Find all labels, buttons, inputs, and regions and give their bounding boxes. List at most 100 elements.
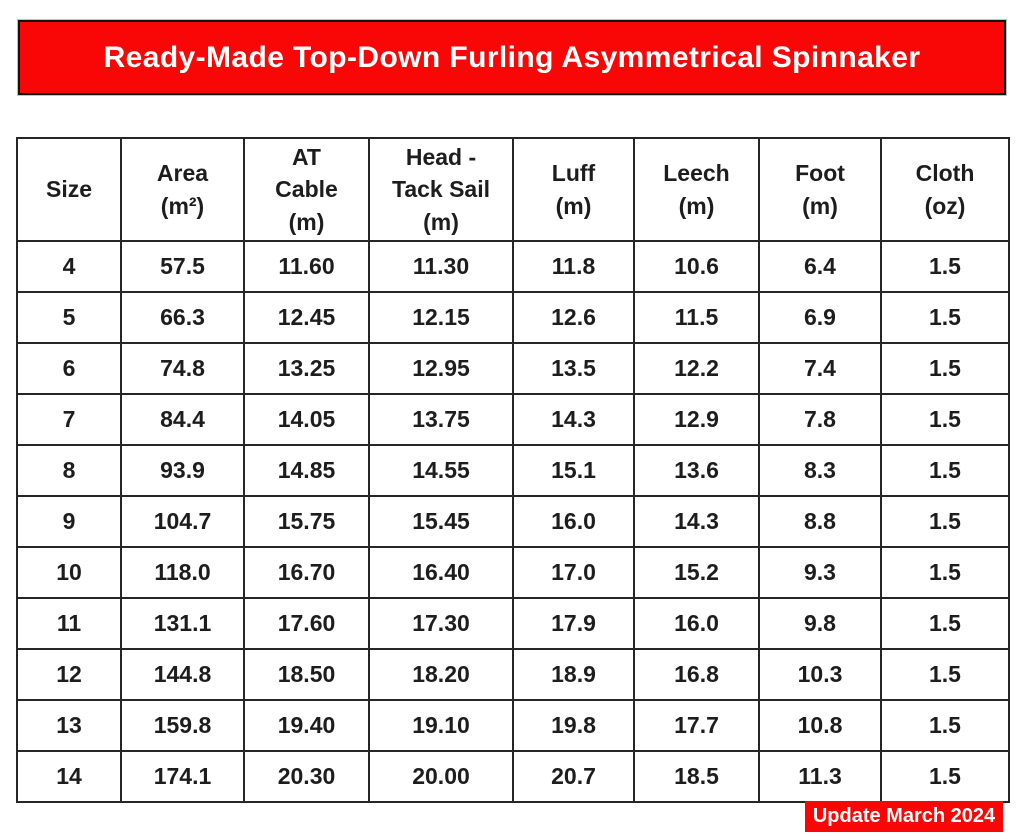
table-cell: 1.5	[880, 750, 1010, 803]
table-cell: 1.5	[880, 291, 1010, 344]
table-cell: 14	[16, 750, 122, 803]
table-cell: 1.5	[880, 240, 1010, 293]
table-cell: 13.25	[243, 342, 370, 395]
table-cell: 12.2	[633, 342, 760, 395]
table-cell: 11.60	[243, 240, 370, 293]
title-banner: Ready-Made Top-Down Furling Asymmetrical…	[18, 20, 1006, 95]
table-cell: 1.5	[880, 342, 1010, 395]
table-cell: 11.5	[633, 291, 760, 344]
table-cell: 17.30	[368, 597, 514, 650]
table-cell: 19.40	[243, 699, 370, 752]
table-cell: 20.7	[512, 750, 635, 803]
table-cell: 57.5	[120, 240, 245, 293]
table-cell: 19.8	[512, 699, 635, 752]
table-cell: 15.1	[512, 444, 635, 497]
col-header-luff: Luff (m)	[512, 137, 635, 242]
col-header-leech: Leech (m)	[633, 137, 760, 242]
table-cell: 1.5	[880, 495, 1010, 548]
table-cell: 13.5	[512, 342, 635, 395]
table-row: 12 144.8 18.50 18.20 18.9 16.8 10.3 1.5	[16, 648, 1010, 701]
table-cell: 84.4	[120, 393, 245, 446]
table-cell: 144.8	[120, 648, 245, 701]
table-cell: 93.9	[120, 444, 245, 497]
table-cell: 6.4	[758, 240, 882, 293]
table-row: 14 174.1 20.30 20.00 20.7 18.5 11.3 1.5	[16, 750, 1010, 803]
update-badge-label: Update March 2024	[812, 805, 996, 827]
table-cell: 74.8	[120, 342, 245, 395]
table-cell: 10.8	[758, 699, 882, 752]
table-cell: 13.6	[633, 444, 760, 497]
table-cell: 1.5	[880, 699, 1010, 752]
table-cell: 1.5	[880, 546, 1010, 599]
table-cell: 18.9	[512, 648, 635, 701]
table-cell: 8.8	[758, 495, 882, 548]
table-cell: 1.5	[880, 393, 1010, 446]
table-cell: 174.1	[120, 750, 245, 803]
table-cell: 1.5	[880, 648, 1010, 701]
table-cell: 18.50	[243, 648, 370, 701]
table-row: 4 57.5 11.60 11.30 11.8 10.6 6.4 1.5	[16, 240, 1010, 293]
table-cell: 6.9	[758, 291, 882, 344]
table-cell: 17.0	[512, 546, 635, 599]
col-header-head-tack: Head - Tack Sail (m)	[368, 137, 514, 242]
table-cell: 11	[16, 597, 122, 650]
table-cell: 12.15	[368, 291, 514, 344]
table-cell: 8	[16, 444, 122, 497]
table-cell: 10.6	[633, 240, 760, 293]
col-header-foot: Foot (m)	[758, 137, 882, 242]
table-cell: 9	[16, 495, 122, 548]
table-cell: 118.0	[120, 546, 245, 599]
table-cell: 14.3	[633, 495, 760, 548]
table-cell: 4	[16, 240, 122, 293]
table-row: 6 74.8 13.25 12.95 13.5 12.2 7.4 1.5	[16, 342, 1010, 395]
table-cell: 16.0	[512, 495, 635, 548]
table-row: 8 93.9 14.85 14.55 15.1 13.6 8.3 1.5	[16, 444, 1010, 497]
table-cell: 17.7	[633, 699, 760, 752]
table-cell: 66.3	[120, 291, 245, 344]
table-cell: 16.0	[633, 597, 760, 650]
table-cell: 131.1	[120, 597, 245, 650]
table-cell: 19.10	[368, 699, 514, 752]
table-cell: 104.7	[120, 495, 245, 548]
table-cell: 12.45	[243, 291, 370, 344]
table-cell: 13.75	[368, 393, 514, 446]
table-cell: 7.4	[758, 342, 882, 395]
col-header-size: Size	[16, 137, 122, 242]
table-cell: 1.5	[880, 597, 1010, 650]
table-cell: 14.05	[243, 393, 370, 446]
table-cell: 15.45	[368, 495, 514, 548]
table-cell: 7	[16, 393, 122, 446]
table-cell: 15.75	[243, 495, 370, 548]
page-title: Ready-Made Top-Down Furling Asymmetrical…	[103, 40, 921, 74]
update-badge: Update March 2024	[805, 801, 1003, 832]
table-body: 4 57.5 11.60 11.30 11.8 10.6 6.4 1.5 5 66.3 12.45 1…	[16, 240, 1010, 803]
table-cell: 12.9	[633, 393, 760, 446]
table-row: 10 118.0 16.70 16.40 17.0 15.2 9.3 1.5	[16, 546, 1010, 599]
table-cell: 18.5	[633, 750, 760, 803]
table-cell: 8.3	[758, 444, 882, 497]
table-cell: 14.85	[243, 444, 370, 497]
table-cell: 13	[16, 699, 122, 752]
table-cell: 17.9	[512, 597, 635, 650]
table-cell: 12.95	[368, 342, 514, 395]
table-cell: 14.3	[512, 393, 635, 446]
table-cell: 20.00	[368, 750, 514, 803]
table-cell: 7.8	[758, 393, 882, 446]
spinnaker-size-table: Size Area (m²) AT Cable (m) Head - Tack …	[16, 137, 1010, 803]
table-cell: 10.3	[758, 648, 882, 701]
table-cell: 159.8	[120, 699, 245, 752]
table-cell: 17.60	[243, 597, 370, 650]
table-cell: 16.40	[368, 546, 514, 599]
table-row: 5 66.3 12.45 12.15 12.6 11.5 6.9 1.5	[16, 291, 1010, 344]
col-header-at-cable: AT Cable (m)	[243, 137, 370, 242]
table-row: 13 159.8 19.40 19.10 19.8 17.7 10.8 1.5	[16, 699, 1010, 752]
table-cell: 10	[16, 546, 122, 599]
table-cell: 11.30	[368, 240, 514, 293]
table-cell: 12	[16, 648, 122, 701]
table-header-row: Size Area (m²) AT Cable (m) Head - Tack …	[16, 137, 1010, 242]
table-cell: 16.8	[633, 648, 760, 701]
table-cell: 6	[16, 342, 122, 395]
table-cell: 9.3	[758, 546, 882, 599]
col-header-cloth: Cloth (oz)	[880, 137, 1010, 242]
